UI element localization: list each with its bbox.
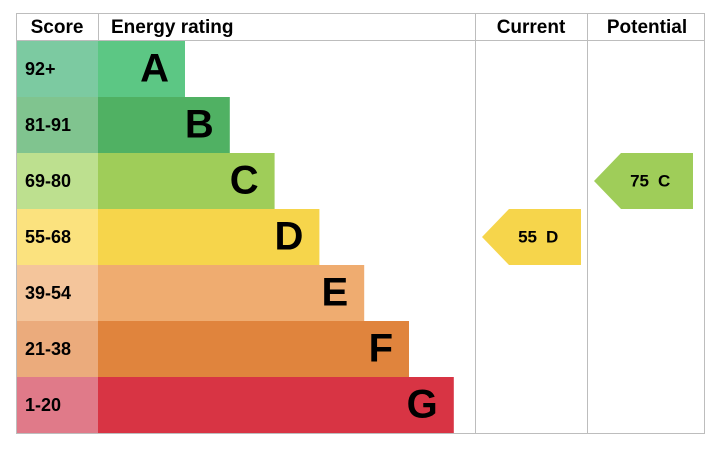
- score-label: 21-38: [25, 339, 71, 359]
- header-rating: Energy rating: [111, 17, 233, 38]
- score-label: 1-20: [25, 395, 61, 415]
- rating-bar: [98, 265, 365, 321]
- score-label: 92+: [25, 59, 56, 79]
- current-value: 55: [518, 227, 537, 246]
- rating-bar: [98, 153, 275, 209]
- rating-bar: [98, 377, 454, 433]
- score-cell: [16, 265, 98, 321]
- score-label: 55-68: [25, 227, 71, 247]
- rating-letter: C: [230, 159, 259, 203]
- outer-border: [16, 13, 705, 434]
- rating-bar: [98, 97, 230, 153]
- rating-letter: F: [369, 327, 393, 371]
- background: [16, 41, 454, 433]
- current-arrow: [482, 209, 581, 265]
- rating-letter: G: [407, 383, 438, 427]
- score-label: 81-91: [25, 115, 71, 135]
- current-rating: D: [546, 227, 558, 246]
- header-score: Score: [31, 17, 84, 38]
- score-cell: [16, 41, 98, 97]
- score-cell: [16, 209, 98, 265]
- potential-arrow: [594, 153, 693, 209]
- rating-bar: [98, 41, 185, 97]
- header-current: Current: [497, 17, 566, 38]
- score-label: 69-80: [25, 171, 71, 191]
- score-label: 39-54: [25, 283, 71, 303]
- header-potential: Potential: [607, 17, 687, 38]
- score-cell: [16, 321, 98, 377]
- score-cell: [16, 153, 98, 209]
- rating-bar: [98, 321, 409, 377]
- score-cell: [16, 377, 98, 433]
- potential-value: 75: [630, 171, 649, 190]
- rating-bar: [98, 209, 320, 265]
- rating-letter: E: [322, 271, 349, 315]
- rating-letter: D: [275, 215, 304, 259]
- potential-rating: C: [658, 171, 670, 190]
- rating-letter: A: [140, 47, 169, 91]
- score-cell: [16, 97, 98, 153]
- rating-letter: B: [185, 103, 214, 147]
